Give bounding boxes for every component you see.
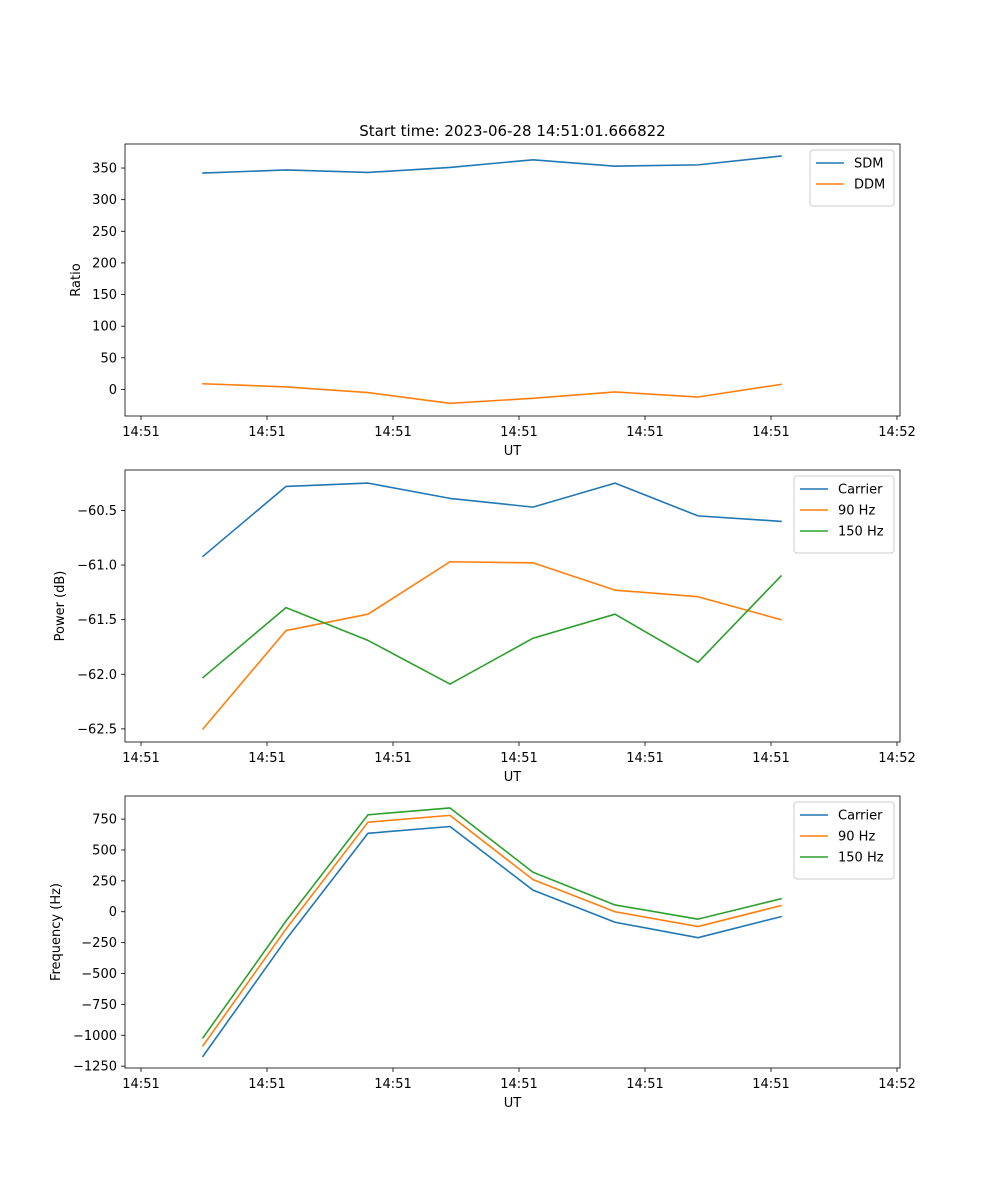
x-tick-label: 14:51 [752,1077,789,1092]
x-tick-label: 14:51 [626,751,663,766]
x-tick-label: 14:51 [248,1077,285,1092]
x-tick-label: 14:51 [500,751,537,766]
x-tick-label: 14:51 [122,751,159,766]
y-tick-label: −250 [81,936,117,951]
y-tick-label: 250 [92,874,117,889]
y-tick-label: −60.5 [77,504,117,519]
x-tick-label: 14:51 [752,751,789,766]
axes-frame [124,469,901,743]
y-tick-label: 500 [92,843,117,858]
x-tick-label: 14:51 [248,751,285,766]
axes-frame [124,795,901,1069]
y-tick-label: 150 [92,288,117,303]
series-line-150-hz [201,574,783,685]
y-tick-label: 100 [92,320,117,335]
legend-entry: 90 Hz [838,504,875,519]
x-tick-label: 14:52 [878,751,915,766]
legend-entry: Carrier [838,809,883,824]
y-axis-label: Power (dB) [53,571,68,642]
y-tick-label: −62.5 [77,722,117,737]
legend-entry: 90 Hz [838,830,875,845]
x-tick-label: 14:51 [500,425,537,440]
y-tick-label: −1250 [73,1060,117,1075]
x-tick-label: 14:52 [878,1077,915,1092]
y-tick-label: 350 [92,162,117,177]
legend-entry: Carrier [838,483,883,498]
x-tick-label: 14:51 [500,1077,537,1092]
legend: SDM DDM [809,149,895,207]
series-line-carrier [201,482,782,558]
legend-entry: 150 Hz [838,525,884,540]
x-tick-label: 14:51 [752,425,789,440]
y-tick-label: 750 [92,813,117,828]
y-axis-label: Ratio [69,263,84,296]
legend-entry: 150 Hz [838,851,884,866]
y-tick-label: −62.0 [77,668,117,683]
y-tick-label: −61.0 [77,559,117,574]
legend-entry: SDM [854,157,883,172]
subplot-3: 14:51 14:51 14:51 14:51 14:51 14:51 14:52 UT −12… [49,795,916,1111]
legend-box [809,149,895,207]
x-tick-label: 14:51 [122,1077,159,1092]
subplot-2: 14:51 14:51 14:51 14:51 14:51 14:51 14:52 UT −62… [53,469,916,785]
y-tick-label: −500 [81,967,117,982]
x-tick-label: 14:52 [878,425,915,440]
x-tick-label: 14:51 [374,425,411,440]
y-tick-label: 250 [92,225,117,240]
y-tick-label: −61.5 [77,613,117,628]
legend-box [793,475,895,554]
axes-frame [124,143,901,417]
y-tick-label: −750 [81,998,117,1013]
series-line-sdm [202,155,782,174]
x-tick-label: 14:51 [374,751,411,766]
y-tick-label: −1000 [73,1029,117,1044]
x-tick-label: 14:51 [248,425,285,440]
legend: Carrier 90 Hz 150 Hz [793,475,895,554]
x-axis-label: UT [504,1096,522,1111]
y-tick-label: 300 [92,193,117,208]
series-line-carrier [201,825,782,1058]
x-tick-label: 14:51 [626,1077,663,1092]
legend-box [793,801,895,880]
y-tick-label: 0 [109,383,117,398]
legend: Carrier 90 Hz 150 Hz [793,801,895,880]
chart-title: Start time: 2023-06-28 14:51:01.666822 [359,122,665,140]
x-tick-label: 14:51 [122,425,159,440]
legend-entry: DDM [854,178,885,193]
y-tick-label: 50 [100,351,117,366]
y-tick-label: 200 [92,256,117,271]
series-line-150-hz [201,807,782,1039]
series-line-90-hz [201,814,782,1047]
subplot-1: 14:51 14:51 14:51 14:51 14:51 14:51 14:52 UT 0 50… [69,143,916,459]
x-axis-label: UT [504,444,522,459]
x-axis-label: UT [504,770,522,785]
series-line-ddm [202,382,782,405]
x-tick-label: 14:51 [374,1077,411,1092]
y-axis-label: Frequency (Hz) [49,883,64,981]
x-tick-label: 14:51 [626,425,663,440]
series-line-90-hz [201,560,782,731]
y-tick-label: 0 [109,905,117,920]
